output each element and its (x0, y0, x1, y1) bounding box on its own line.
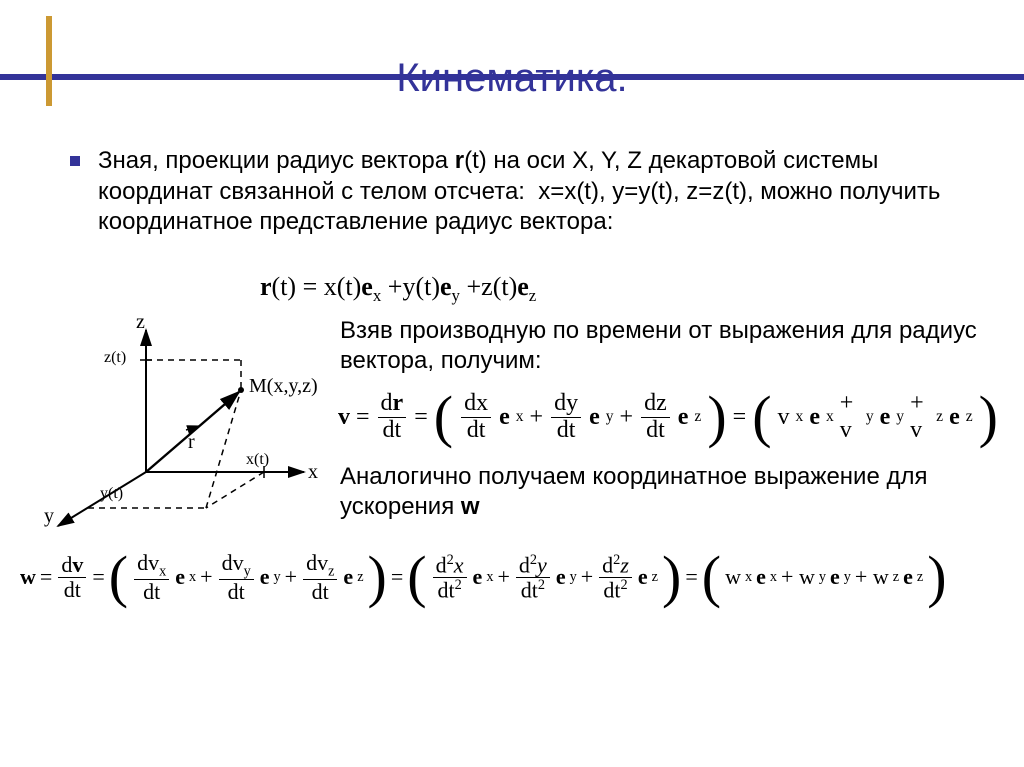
para-2: Взяв производную по времени от выражения… (340, 316, 980, 376)
tick-z: z(t) (104, 349, 126, 366)
bullet-square (70, 156, 80, 166)
equation-velocity: v = drdt = (dxdtex + dydtey + dzdtez) = … (338, 388, 998, 446)
equation-r-of-t: r(t) = x(t)ex +y(t)ey +z(t)ez (260, 272, 536, 306)
point-m-label: M(x,y,z) (249, 375, 318, 397)
tick-x: x(t) (246, 451, 269, 468)
para-3: Аналогично получаем координатное выражен… (340, 462, 980, 522)
axis-z-label: z (136, 312, 145, 333)
title-decoration: Кинематика. (0, 36, 1024, 96)
tick-y: y(t) (100, 485, 123, 502)
para-1: Зная, проекции радиус вектора r(t) на ос… (98, 146, 970, 238)
coord-diagram: z x y M(x,y,z) r z(t) x(t) y(t) (36, 312, 326, 542)
axis-y-label: y (44, 505, 54, 527)
bullet-item: Зная, проекции радиус вектора r(t) на ос… (70, 146, 970, 238)
body-content: Зная, проекции радиус вектора r(t) на ос… (70, 146, 970, 244)
page-title: Кинематика. (0, 56, 1024, 101)
equation-acceleration: w = dvdt = (dvxdtex + dvydtey + dvzdtez)… (20, 548, 1020, 606)
vector-r-label: r (188, 431, 195, 453)
axis-x-label: x (308, 461, 318, 483)
